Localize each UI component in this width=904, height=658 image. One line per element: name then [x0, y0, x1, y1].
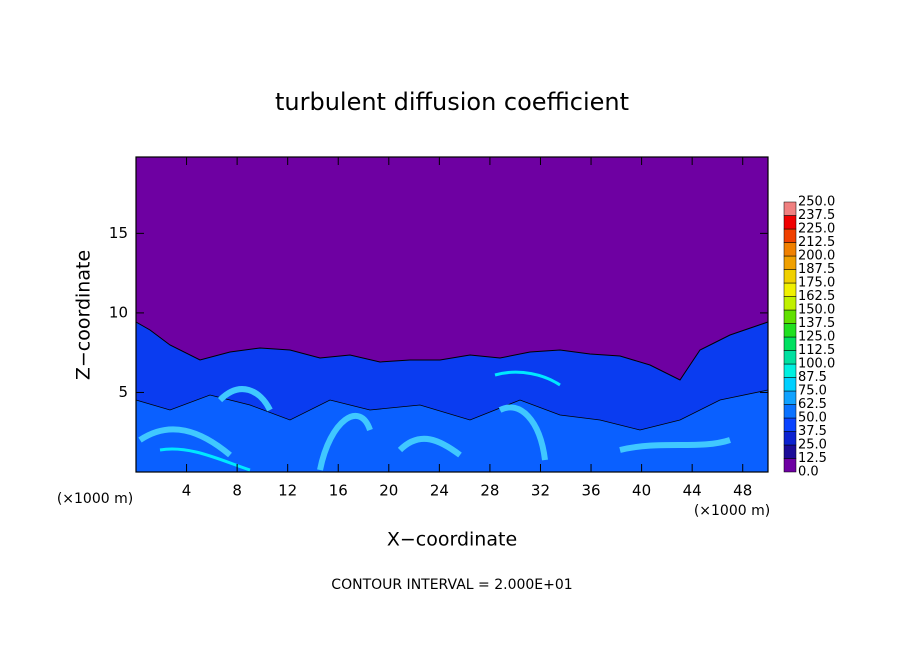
footer: CONTOUR INTERVAL = 2.000E+01: [331, 577, 572, 593]
x-axis-label: X−coordinate: [387, 529, 517, 551]
colorbar-label: 200.0: [798, 249, 835, 264]
x-tick-label: 36: [581, 482, 600, 500]
x-tick-label: 20: [379, 482, 398, 500]
x-tick-label: 12: [278, 482, 297, 500]
colorbar-label: 125.0: [798, 330, 835, 345]
colorbar-label: 25.0: [798, 438, 827, 453]
colorbar-label: 100.0: [798, 357, 835, 372]
colorbar-swatch: [783, 417, 797, 432]
colorbar-label: 250.0: [798, 195, 835, 210]
colorbar-swatch: [783, 323, 797, 338]
colorbar-label: 50.0: [798, 411, 827, 426]
y-tick-label: 10: [109, 303, 128, 321]
y-tick-label: 15: [109, 224, 128, 242]
colorbar-swatch: [783, 363, 797, 378]
field-swirl: [159, 370, 561, 472]
colorbar-swatch: [783, 201, 797, 216]
colorbar-swatch: [783, 255, 797, 270]
colorbar-swatch: [783, 269, 797, 284]
colorbar-label: 175.0: [798, 276, 835, 291]
colorbar-swatch: [783, 404, 797, 419]
colorbar-label: 62.5: [798, 397, 827, 412]
chart-title: turbulent diffusion coefficient: [275, 88, 629, 116]
x-tick-label: 28: [480, 482, 499, 500]
colorbar-swatch: [783, 228, 797, 243]
colorbar-label: 37.5: [798, 424, 827, 439]
colorbar-swatch: [783, 336, 797, 351]
field-swirl: [138, 386, 731, 471]
colorbar-label: 162.5: [798, 289, 835, 304]
y-unit-label: (×1000 m): [57, 491, 133, 507]
field: [135, 157, 769, 473]
colorbar-swatch: [783, 444, 797, 459]
colorbar-swatch: [783, 282, 797, 297]
colorbar-label: 0.0: [798, 465, 819, 480]
colorbar-swatch: [783, 309, 797, 324]
x-tick-label: 32: [531, 482, 550, 500]
x-tick-label: 48: [733, 482, 752, 500]
colorbar-label: 150.0: [798, 303, 835, 318]
x-unit-label: (×1000 m): [694, 503, 770, 519]
x-tick-label: 40: [632, 482, 651, 500]
colorbar-swatch: [783, 242, 797, 257]
y-tick-label: 5: [118, 383, 128, 401]
y-axis-label: Z−coordinate: [73, 250, 95, 380]
colorbar-label: 12.5: [798, 451, 827, 466]
x-tick-label: 8: [232, 482, 242, 500]
colorbar-label: 75.0: [798, 384, 827, 399]
colorbar-label: 87.5: [798, 370, 827, 385]
x-tick-label: 4: [182, 482, 192, 500]
plot-frame: [135, 156, 769, 473]
colorbar-label: 187.5: [798, 262, 835, 277]
colorbar-swatch: [783, 458, 797, 473]
colorbar-label: 237.5: [798, 208, 835, 223]
colorbar-label: 225.0: [798, 222, 835, 237]
x-tick-label: 44: [683, 482, 702, 500]
colorbar-swatch: [783, 390, 797, 405]
colorbar-label: 137.5: [798, 316, 835, 331]
colorbar-swatch: [783, 215, 797, 230]
colorbar-label: 212.5: [798, 235, 835, 250]
colorbar-swatch: [783, 431, 797, 446]
x-tick-label: 24: [430, 482, 449, 500]
x-tick-label: 16: [329, 482, 348, 500]
colorbar-swatch: [783, 377, 797, 392]
colorbar-swatch: [783, 296, 797, 311]
colorbar-label: 112.5: [798, 343, 835, 358]
colorbar-swatch: [783, 350, 797, 365]
